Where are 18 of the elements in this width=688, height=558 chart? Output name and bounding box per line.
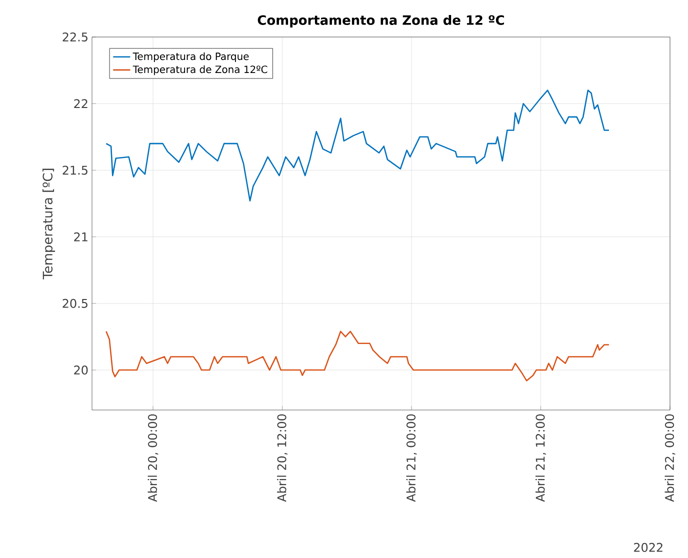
legend-label: Temperatura de Zona 12ºC [132,65,268,76]
chart-title: Comportamento na Zona de 12 ºC [258,14,504,28]
legend-label: Temperatura do Parque [132,52,249,62]
y-tick-label: 20.5 [62,298,88,308]
line-series [106,330,610,382]
y-tick-label: 22.5 [62,32,88,42]
x-tick-label: Abril 21, 00:00 [406,414,417,502]
y-tick-label: 20 [74,366,88,375]
x-tick-label: Abril 22, 00:00 [664,414,676,502]
x-tick-label: Abril 20, 12:00 [277,414,288,502]
line-series [106,90,610,202]
y-tick-label: 22 [74,99,88,108]
x-tick-label: Abril 20, 00:00 [148,414,158,502]
text: 2022 [634,542,662,552]
x-tick-label: Abril 21, 12:00 [536,414,546,502]
y-tick-label: 21.5 [62,166,88,175]
y-axis-title: Temperatura [ºC] [42,168,56,280]
y-tick-label: 21 [74,232,88,242]
